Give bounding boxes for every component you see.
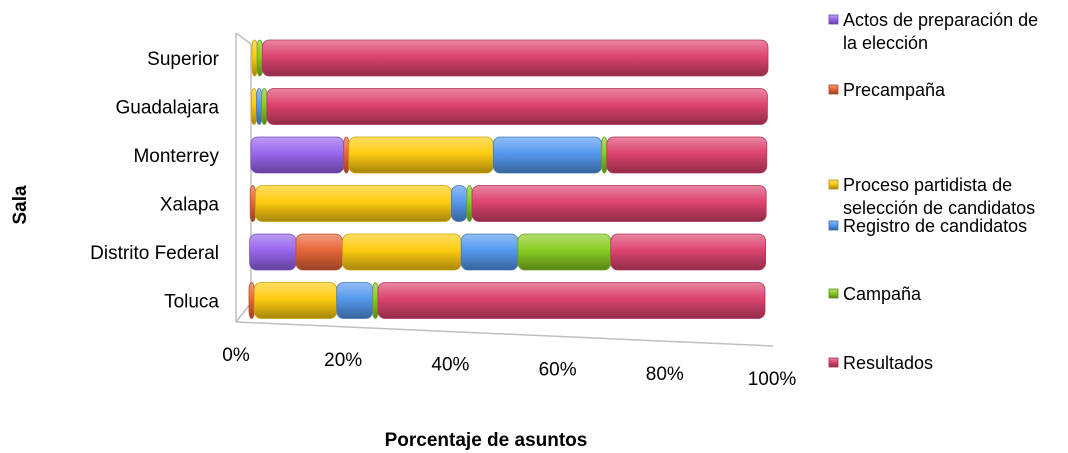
legend-item: Actos de preparación de la elección xyxy=(828,10,1038,53)
bar-segment xyxy=(261,88,268,125)
legend-item: Resultados xyxy=(828,353,933,373)
bar-segment xyxy=(466,185,473,222)
legend-label: Proceso partidista de selección de candid… xyxy=(843,175,1035,218)
category-label: Xalapa xyxy=(160,195,220,216)
legend-item: Precampaña xyxy=(828,80,946,100)
bar-row xyxy=(250,136,768,174)
bar-segment xyxy=(492,136,603,174)
bar-segment xyxy=(348,136,494,174)
bar-segment xyxy=(336,282,374,319)
category-label: Monterrey xyxy=(133,146,219,167)
bar-segment xyxy=(610,233,766,271)
legend-label: Precampaña xyxy=(843,80,946,100)
y-axis-title: Sala xyxy=(10,185,31,225)
bar-segment xyxy=(250,136,345,174)
x-tick-label: 60% xyxy=(539,359,577,380)
bar-segment xyxy=(517,233,612,271)
legend-swatch xyxy=(828,220,839,231)
floor-edge xyxy=(235,321,774,347)
bar-row xyxy=(251,39,769,77)
legend-swatch xyxy=(828,288,839,299)
category-labels: Superior Guadalajara Monterrey Xalapa Distri… xyxy=(90,49,219,313)
bar-segment xyxy=(343,136,350,174)
category-label: Guadalajara xyxy=(115,98,219,119)
bar-segment xyxy=(601,136,608,174)
back-wall-edge xyxy=(235,32,252,303)
x-tick-label: 0% xyxy=(222,345,250,366)
bar-segment xyxy=(249,233,297,271)
x-tick-label: 40% xyxy=(431,355,469,376)
floor-back-edge xyxy=(235,302,252,323)
bar-segment xyxy=(342,233,462,271)
category-label: Superior xyxy=(147,49,219,70)
x-tick-label: 100% xyxy=(748,369,797,390)
bar-segment xyxy=(606,136,768,174)
x-tick-label: 80% xyxy=(646,364,684,385)
bar-row xyxy=(249,233,766,271)
legend-swatch xyxy=(828,14,839,25)
legend-item: Campaña xyxy=(828,284,922,304)
legend-item: Registro de candidatos xyxy=(828,216,1027,236)
bar-segment xyxy=(253,282,338,319)
legend-label: Actos de preparación de la elección xyxy=(843,10,1038,53)
x-tick-label: 20% xyxy=(324,350,362,371)
x-axis-title: Porcentaje de asuntos xyxy=(385,430,588,451)
x-tick-labels: 0% 20% 40% 60% 80% 100% xyxy=(222,345,796,390)
bar-segment xyxy=(295,233,343,271)
bar-segment xyxy=(254,185,452,222)
bar-row xyxy=(249,185,767,222)
bar-segment xyxy=(460,233,519,271)
bar-segment xyxy=(251,39,258,77)
category-label: Distrito Federal xyxy=(90,243,219,264)
legend-swatch xyxy=(828,357,839,368)
bars-group xyxy=(248,39,769,319)
bar-segment xyxy=(450,185,468,222)
legend-swatch xyxy=(828,179,839,190)
legend-swatch xyxy=(828,84,839,95)
legend: Actos de preparación de la elección Precam… xyxy=(828,10,1038,373)
bar-segment xyxy=(377,282,766,319)
bar-segment xyxy=(248,282,255,319)
bar-segment xyxy=(256,88,263,125)
legend-label: Registro de candidatos xyxy=(843,216,1027,236)
bar-segment xyxy=(256,39,263,77)
bar-segment xyxy=(372,282,379,319)
bar-segment xyxy=(471,185,767,222)
legend-item: Proceso partidista de selección de candid… xyxy=(828,175,1035,218)
category-label: Toluca xyxy=(164,292,219,313)
bar-segment xyxy=(249,185,256,222)
bar-row xyxy=(250,88,768,125)
bar-segment xyxy=(250,88,257,125)
bar-row xyxy=(248,282,766,319)
bar-segment xyxy=(266,88,768,125)
bar-segment xyxy=(261,39,769,77)
legend-label: Campaña xyxy=(843,284,922,304)
legend-label: Resultados xyxy=(843,353,933,373)
